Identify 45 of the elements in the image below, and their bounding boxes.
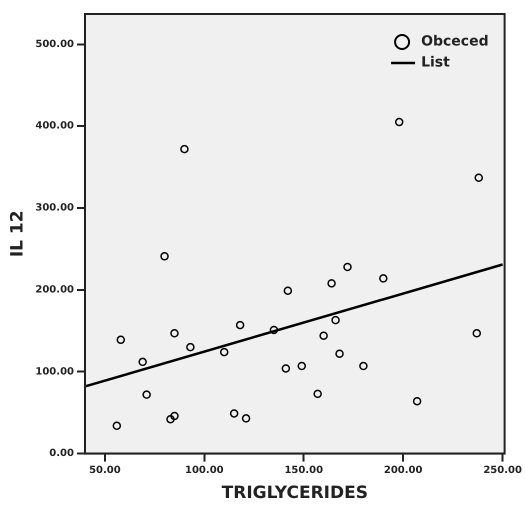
legend-label: List [421,54,450,71]
x-tick-label: 250.00 [483,465,522,476]
point [166,414,175,424]
point [236,320,244,330]
point [138,358,147,366]
x-tick-label: 50.00 [89,465,121,476]
point [270,326,278,334]
point [313,390,322,398]
x-tick-label: 200.00 [384,465,423,476]
y-tick-label: 0.00 [49,448,74,460]
point [170,329,179,338]
point [327,279,336,288]
point [359,362,368,370]
point [112,422,122,430]
point [379,274,388,283]
legend-label: Obceced [421,34,489,50]
y-tick-label: 100.00 [35,366,74,378]
point [220,348,228,356]
point [142,390,151,399]
point [394,118,404,126]
point [180,144,189,154]
y-axis-title: IL 12 [8,210,28,258]
y-tick-label: 300.00 [35,202,74,214]
point [472,329,482,338]
point [343,262,352,272]
point [242,414,250,423]
point [319,331,328,340]
point [284,286,292,295]
point [230,409,238,418]
x-tick-label: 100.00 [185,465,224,476]
y-tick-label: 200.00 [35,284,74,296]
point [282,364,290,373]
point [160,252,169,261]
x-tick-label: 150.00 [284,465,324,476]
point [331,316,340,324]
point [170,412,179,420]
point [298,362,306,370]
point [335,349,344,358]
point [116,336,126,344]
point [186,342,195,352]
point [412,396,422,406]
y-tick-label: 400.00 [35,120,74,132]
point [474,173,484,182]
y-tick-label: 500.00 [35,38,74,50]
x-axis-title: TRIGLYCERIDES [222,483,368,504]
